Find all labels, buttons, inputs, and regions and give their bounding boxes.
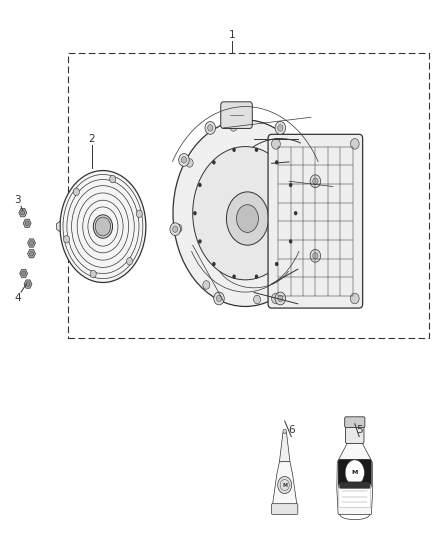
Circle shape [193,211,197,215]
FancyBboxPatch shape [345,417,365,427]
Circle shape [278,477,292,494]
Circle shape [170,223,180,236]
Ellipse shape [93,215,113,238]
Circle shape [232,148,236,152]
Circle shape [278,295,283,302]
Circle shape [232,274,236,279]
Polygon shape [28,239,35,247]
Circle shape [179,154,189,166]
Polygon shape [20,269,28,278]
Ellipse shape [173,120,318,306]
Circle shape [254,295,261,304]
Circle shape [313,178,318,184]
Bar [68,53,429,338]
Text: 3: 3 [14,195,21,205]
Circle shape [230,123,237,131]
Circle shape [275,262,279,266]
Circle shape [173,226,178,232]
Polygon shape [57,221,60,232]
Text: M: M [282,482,287,488]
Ellipse shape [60,171,146,282]
Circle shape [26,281,30,287]
Circle shape [350,139,359,149]
Circle shape [289,183,293,187]
Circle shape [175,224,182,233]
Circle shape [297,259,304,268]
FancyBboxPatch shape [340,482,370,488]
Circle shape [186,159,193,167]
Circle shape [181,157,187,163]
Circle shape [21,271,25,276]
Polygon shape [23,219,31,228]
Circle shape [21,211,25,215]
Polygon shape [272,462,297,511]
Circle shape [198,183,201,187]
Circle shape [255,148,258,152]
Circle shape [309,193,316,202]
Ellipse shape [237,205,258,232]
Circle shape [216,295,222,302]
Text: 2: 2 [88,134,95,143]
Ellipse shape [226,192,268,245]
Circle shape [64,236,70,243]
Circle shape [275,292,286,305]
Polygon shape [279,432,290,462]
FancyBboxPatch shape [339,459,371,488]
Circle shape [198,239,201,244]
Circle shape [110,175,116,183]
Circle shape [212,262,215,266]
Circle shape [272,293,280,304]
Circle shape [310,175,321,188]
Circle shape [283,429,286,433]
Circle shape [275,160,279,165]
FancyBboxPatch shape [221,102,252,128]
Circle shape [313,253,318,259]
Circle shape [127,257,133,265]
Circle shape [203,281,210,289]
Polygon shape [19,208,27,217]
Circle shape [208,125,213,131]
Circle shape [289,239,293,244]
Circle shape [272,139,280,149]
FancyBboxPatch shape [272,504,298,514]
Circle shape [281,137,288,146]
Ellipse shape [345,460,364,486]
Ellipse shape [193,147,298,280]
Circle shape [310,249,321,262]
Circle shape [136,210,142,217]
Polygon shape [24,280,32,288]
Circle shape [294,211,297,215]
Circle shape [29,241,34,245]
Text: 1: 1 [229,30,236,39]
Polygon shape [28,249,35,258]
FancyBboxPatch shape [346,424,364,443]
Text: 4: 4 [14,294,21,303]
Circle shape [73,188,79,196]
Circle shape [29,251,34,256]
Circle shape [255,274,258,279]
Text: 5: 5 [356,425,363,435]
Text: M: M [352,470,358,475]
Circle shape [205,122,215,134]
Circle shape [278,125,283,131]
Circle shape [90,270,96,278]
Circle shape [214,292,224,305]
Ellipse shape [95,217,111,236]
Circle shape [212,160,215,165]
FancyBboxPatch shape [339,484,371,508]
Circle shape [350,293,359,304]
Circle shape [25,221,29,226]
Polygon shape [337,440,373,514]
Text: 6: 6 [288,425,295,435]
Circle shape [275,122,286,134]
FancyBboxPatch shape [268,134,363,308]
